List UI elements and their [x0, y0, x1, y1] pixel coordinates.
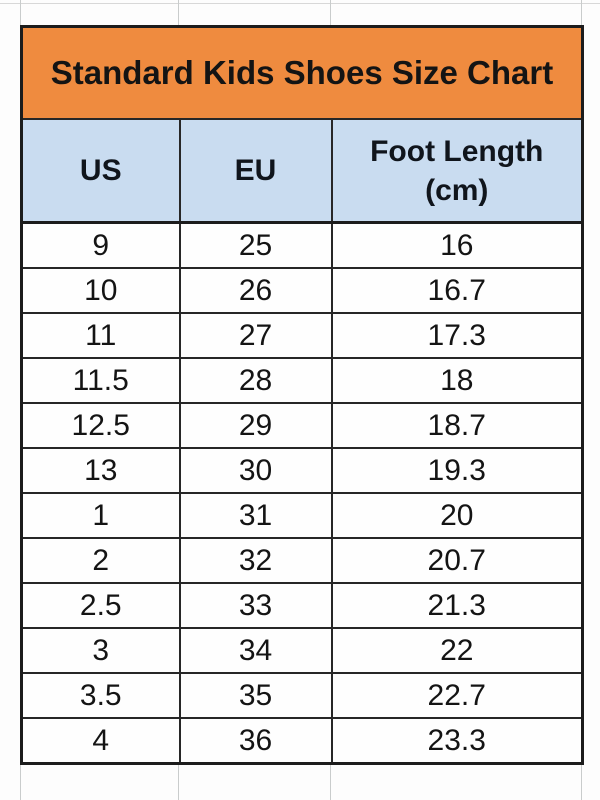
- eu-cell: 25: [178, 221, 333, 269]
- foot-length-cell: 22: [330, 627, 584, 674]
- us-cell: 11.5: [20, 357, 181, 404]
- table-row: 10 26 16.7: [20, 267, 584, 314]
- table-body: 9 25 16 10 26 16.7 11 27 17.3 11.5 28 18 12.5 29 18.7 1…: [20, 221, 584, 765]
- eu-cell: 26: [178, 267, 333, 314]
- eu-cell: 33: [178, 582, 333, 629]
- foot-length-cell: 20.7: [330, 537, 584, 584]
- eu-cell: 27: [178, 312, 333, 359]
- title-row: Standard Kids Shoes Size Chart: [20, 25, 584, 120]
- table-row: 4 36 23.3: [20, 717, 584, 765]
- us-cell: 13: [20, 447, 181, 494]
- table-row: 2.5 33 21.3: [20, 582, 584, 629]
- us-cell: 11: [20, 312, 181, 359]
- table-row: 2 32 20.7: [20, 537, 584, 584]
- column-header-foot-length: Foot Length (cm): [330, 118, 584, 224]
- foot-length-cell: 22.7: [330, 672, 584, 719]
- foot-length-cell: 18: [330, 357, 584, 404]
- eu-cell: 31: [178, 492, 333, 539]
- table-row: 3 34 22: [20, 627, 584, 674]
- us-cell: 1: [20, 492, 181, 539]
- eu-cell: 34: [178, 627, 333, 674]
- table-row: 13 30 19.3: [20, 447, 584, 494]
- header-row: US EU Foot Length (cm): [20, 118, 584, 224]
- column-header-us: US: [20, 118, 181, 224]
- us-cell: 9: [20, 221, 181, 269]
- eu-cell: 36: [178, 717, 333, 765]
- foot-length-cell: 23.3: [330, 717, 584, 765]
- eu-cell: 29: [178, 402, 333, 449]
- table-row: 1 31 20: [20, 492, 584, 539]
- foot-length-cell: 17.3: [330, 312, 584, 359]
- foot-length-cell: 19.3: [330, 447, 584, 494]
- table-row: 11.5 28 18: [20, 357, 584, 404]
- us-cell: 12.5: [20, 402, 181, 449]
- spreadsheet-gridline: [0, 3, 600, 4]
- eu-cell: 30: [178, 447, 333, 494]
- foot-length-cell: 16.7: [330, 267, 584, 314]
- column-header-eu: EU: [178, 118, 333, 224]
- size-chart-table: Standard Kids Shoes Size Chart US EU Foo…: [20, 25, 584, 765]
- us-cell: 2: [20, 537, 181, 584]
- eu-cell: 28: [178, 357, 333, 404]
- foot-length-cell: 16: [330, 221, 584, 269]
- foot-length-cell: 21.3: [330, 582, 584, 629]
- us-cell: 4: [20, 717, 181, 765]
- chart-title: Standard Kids Shoes Size Chart: [20, 25, 584, 120]
- table-row: 12.5 29 18.7: [20, 402, 584, 449]
- us-cell: 3: [20, 627, 181, 674]
- foot-length-cell: 20: [330, 492, 584, 539]
- us-cell: 3.5: [20, 672, 181, 719]
- foot-length-cell: 18.7: [330, 402, 584, 449]
- us-cell: 10: [20, 267, 181, 314]
- table-row: 11 27 17.3: [20, 312, 584, 359]
- eu-cell: 32: [178, 537, 333, 584]
- us-cell: 2.5: [20, 582, 181, 629]
- eu-cell: 35: [178, 672, 333, 719]
- table-row: 9 25 16: [20, 221, 584, 269]
- table-row: 3.5 35 22.7: [20, 672, 584, 719]
